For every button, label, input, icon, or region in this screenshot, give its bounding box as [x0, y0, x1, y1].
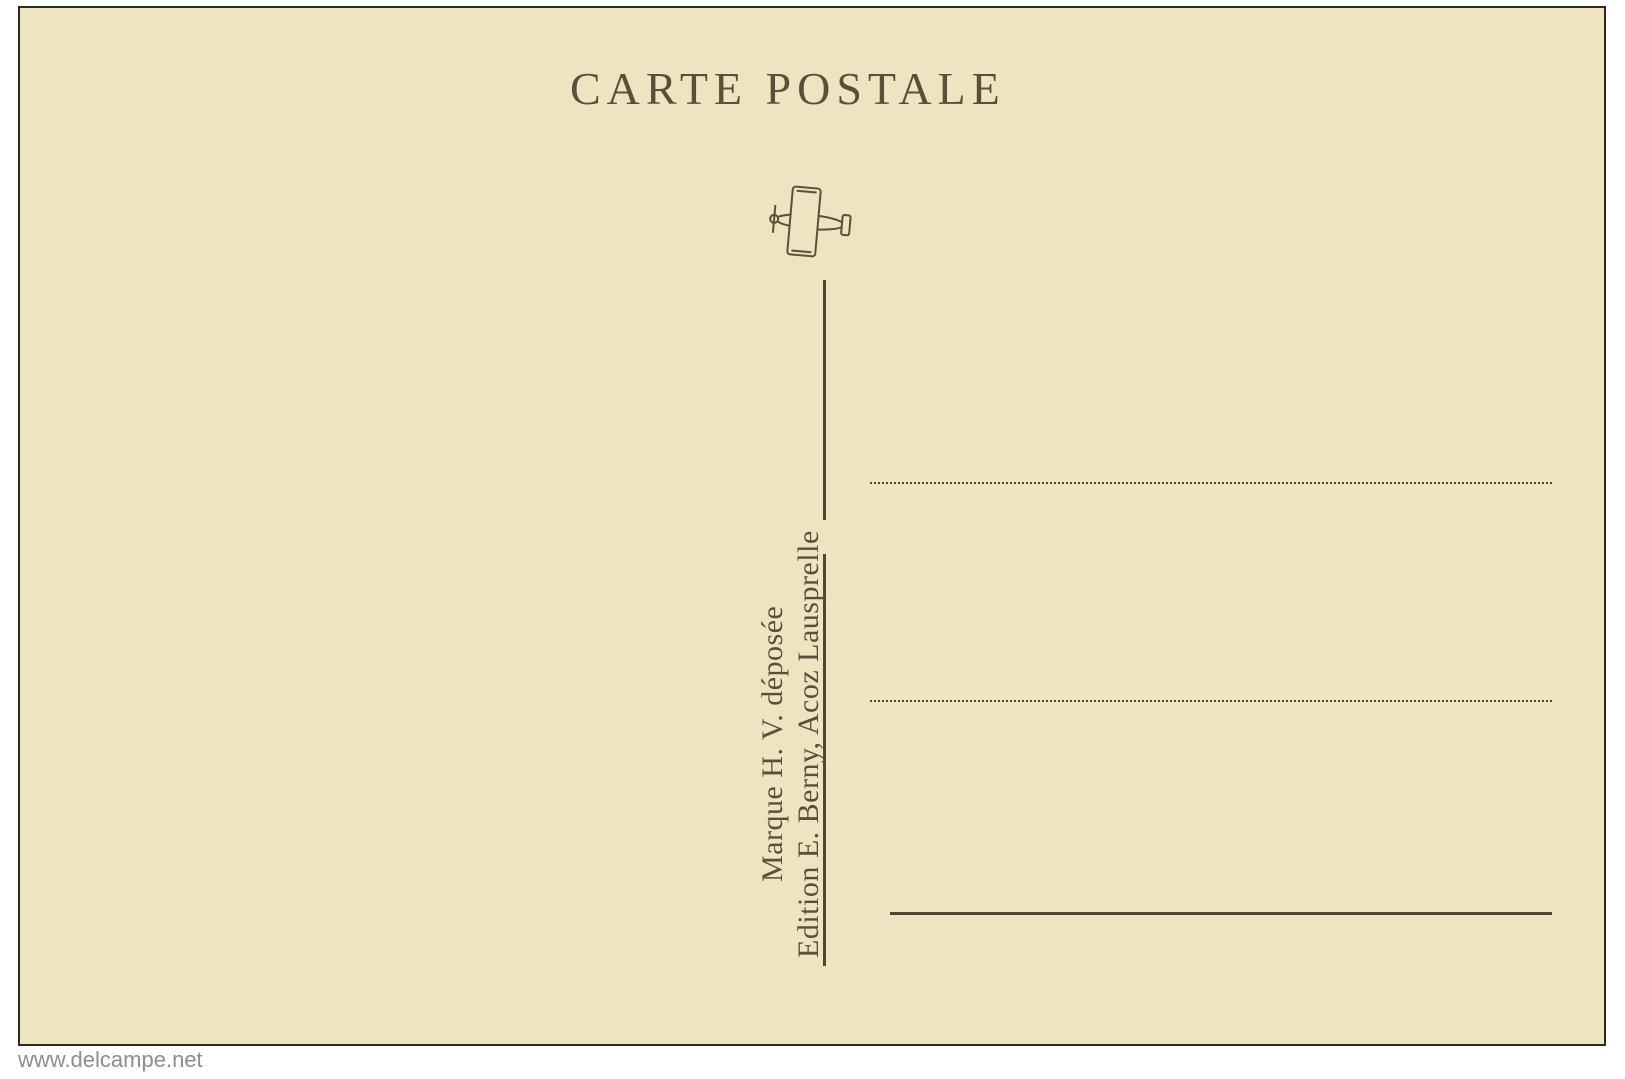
address-line-3	[890, 912, 1552, 915]
publisher-line-1: Edition E. Berny, Acoz Lausprelle	[792, 530, 826, 958]
address-line-1	[870, 482, 1552, 484]
watermark-text: www.delcampe.net	[18, 1047, 203, 1073]
postcard-title: CARTE POSTALE	[570, 62, 1006, 115]
airplane-icon	[747, 177, 874, 267]
publisher-line-2: Marque H. V. déposée	[756, 606, 790, 882]
address-line-2	[870, 700, 1552, 702]
postcard-back: CARTE POSTALE Edition E. Berny, Acoz Lau…	[0, 0, 1625, 1079]
center-divider-top	[823, 280, 826, 520]
